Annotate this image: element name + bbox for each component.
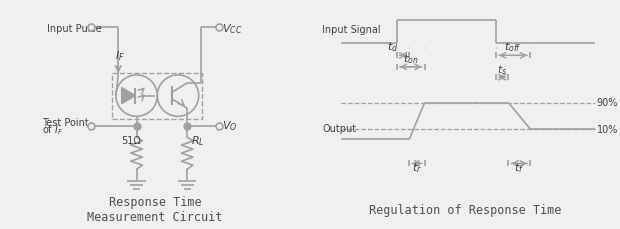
Text: $t_r$: $t_r$ [412, 161, 422, 174]
Text: $I_F$: $I_F$ [115, 49, 125, 63]
Text: 90%: 90% [596, 98, 618, 108]
Text: $t_{off}$: $t_{off}$ [504, 41, 522, 54]
Text: $V_{CC}$: $V_{CC}$ [222, 22, 242, 35]
Text: Test Point: Test Point [42, 117, 89, 128]
Text: $t_d$: $t_d$ [388, 41, 399, 54]
Text: $V_O$: $V_O$ [222, 119, 237, 133]
Text: 51Ω: 51Ω [122, 136, 141, 146]
Text: Input Signal: Input Signal [322, 25, 381, 35]
Text: $R_L$: $R_L$ [191, 134, 204, 148]
Text: of $I_F$: of $I_F$ [42, 123, 64, 136]
Text: $t_{on}$: $t_{on}$ [403, 52, 418, 66]
Text: Output: Output [322, 123, 356, 133]
Bar [112, 73, 202, 119]
Text: $t_f$: $t_f$ [514, 161, 525, 174]
Text: Regulation of Response Time: Regulation of Response Time [369, 203, 561, 216]
Text: 10%: 10% [596, 124, 618, 134]
Text: Response Time
Measurement Circuit: Response Time Measurement Circuit [87, 196, 223, 224]
Text: $t_s$: $t_s$ [497, 63, 507, 77]
Text: Input Pulse: Input Pulse [47, 24, 102, 34]
Polygon shape [122, 88, 135, 104]
